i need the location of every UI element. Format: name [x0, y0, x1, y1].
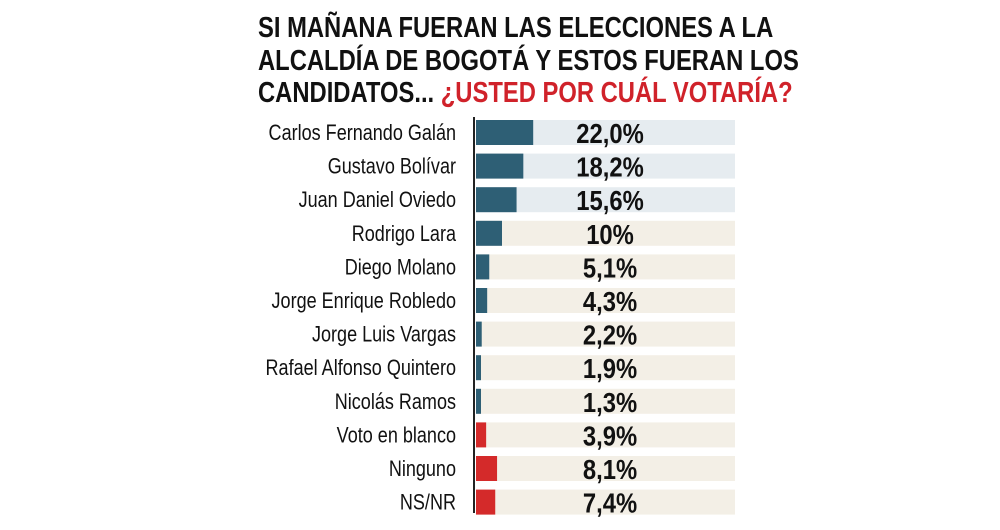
value-label: 18,2%	[576, 151, 643, 183]
bar-track	[476, 388, 735, 414]
bar	[476, 120, 534, 145]
title-line-2: ALCALDÍA DE BOGOTÁ Y ESTOS FUERAN LOS	[258, 44, 799, 77]
bar-track	[476, 456, 735, 481]
value-label: 3,9%	[583, 420, 637, 452]
title-highlight: ¿USTED POR CUÁL VOTARÍA?	[440, 77, 793, 109]
category-label: Jorge Enrique Robledo	[272, 289, 456, 313]
bar-track	[476, 422, 735, 448]
bar-track	[476, 288, 735, 313]
category-label: Gustavo Bolívar	[328, 155, 457, 179]
bar	[476, 220, 502, 246]
category-label: Juan Daniel Oviedo	[299, 189, 456, 213]
bar-track	[476, 254, 735, 280]
bar	[476, 489, 496, 515]
bar	[476, 187, 517, 213]
value-label: 7,4%	[583, 487, 637, 519]
value-label: 4,3%	[583, 285, 637, 317]
bar	[476, 422, 487, 448]
value-label: 2,2%	[583, 319, 637, 351]
bar	[476, 355, 481, 381]
title-line-3-text: CANDIDATOS...	[258, 77, 441, 109]
category-label: NS/NR	[400, 491, 456, 515]
bar	[476, 254, 490, 280]
value-label: 5,1%	[583, 252, 637, 284]
chart-title: SI MAÑANA FUERAN LAS ELECCIONES A LA ALC…	[258, 12, 799, 110]
value-label: 22,0%	[576, 117, 643, 149]
value-label: 10%	[586, 218, 634, 250]
bar	[476, 321, 482, 347]
category-label: Carlos Fernando Galán	[269, 121, 456, 145]
bar-track	[476, 187, 735, 213]
bar-track	[476, 355, 735, 381]
category-label: Jorge Luis Vargas	[312, 323, 456, 347]
category-label: Diego Molano	[345, 256, 456, 280]
value-label: 8,1%	[583, 453, 637, 485]
bar	[476, 456, 498, 481]
category-label: Voto en blanco	[337, 424, 456, 448]
bar-track	[476, 489, 735, 515]
value-label: 1,3%	[583, 386, 637, 418]
category-label: Ninguno	[389, 457, 456, 481]
value-label: 1,9%	[583, 352, 637, 384]
category-label: Rafael Alfonso Quintero	[266, 357, 456, 381]
bar	[476, 288, 488, 313]
value-label: 15,6%	[576, 184, 643, 216]
bar	[476, 388, 481, 414]
category-label: Nicolás Ramos	[335, 390, 456, 414]
title-line-1: SI MAÑANA FUERAN LAS ELECCIONES A LA	[258, 12, 774, 44]
bar-track	[476, 321, 735, 347]
title-line-3: CANDIDATOS... ¿USTED POR CUÁL VOTARÍA?	[258, 77, 793, 110]
category-label: Rodrigo Lara	[352, 222, 457, 246]
bar	[476, 153, 524, 179]
bar-track	[476, 220, 735, 246]
